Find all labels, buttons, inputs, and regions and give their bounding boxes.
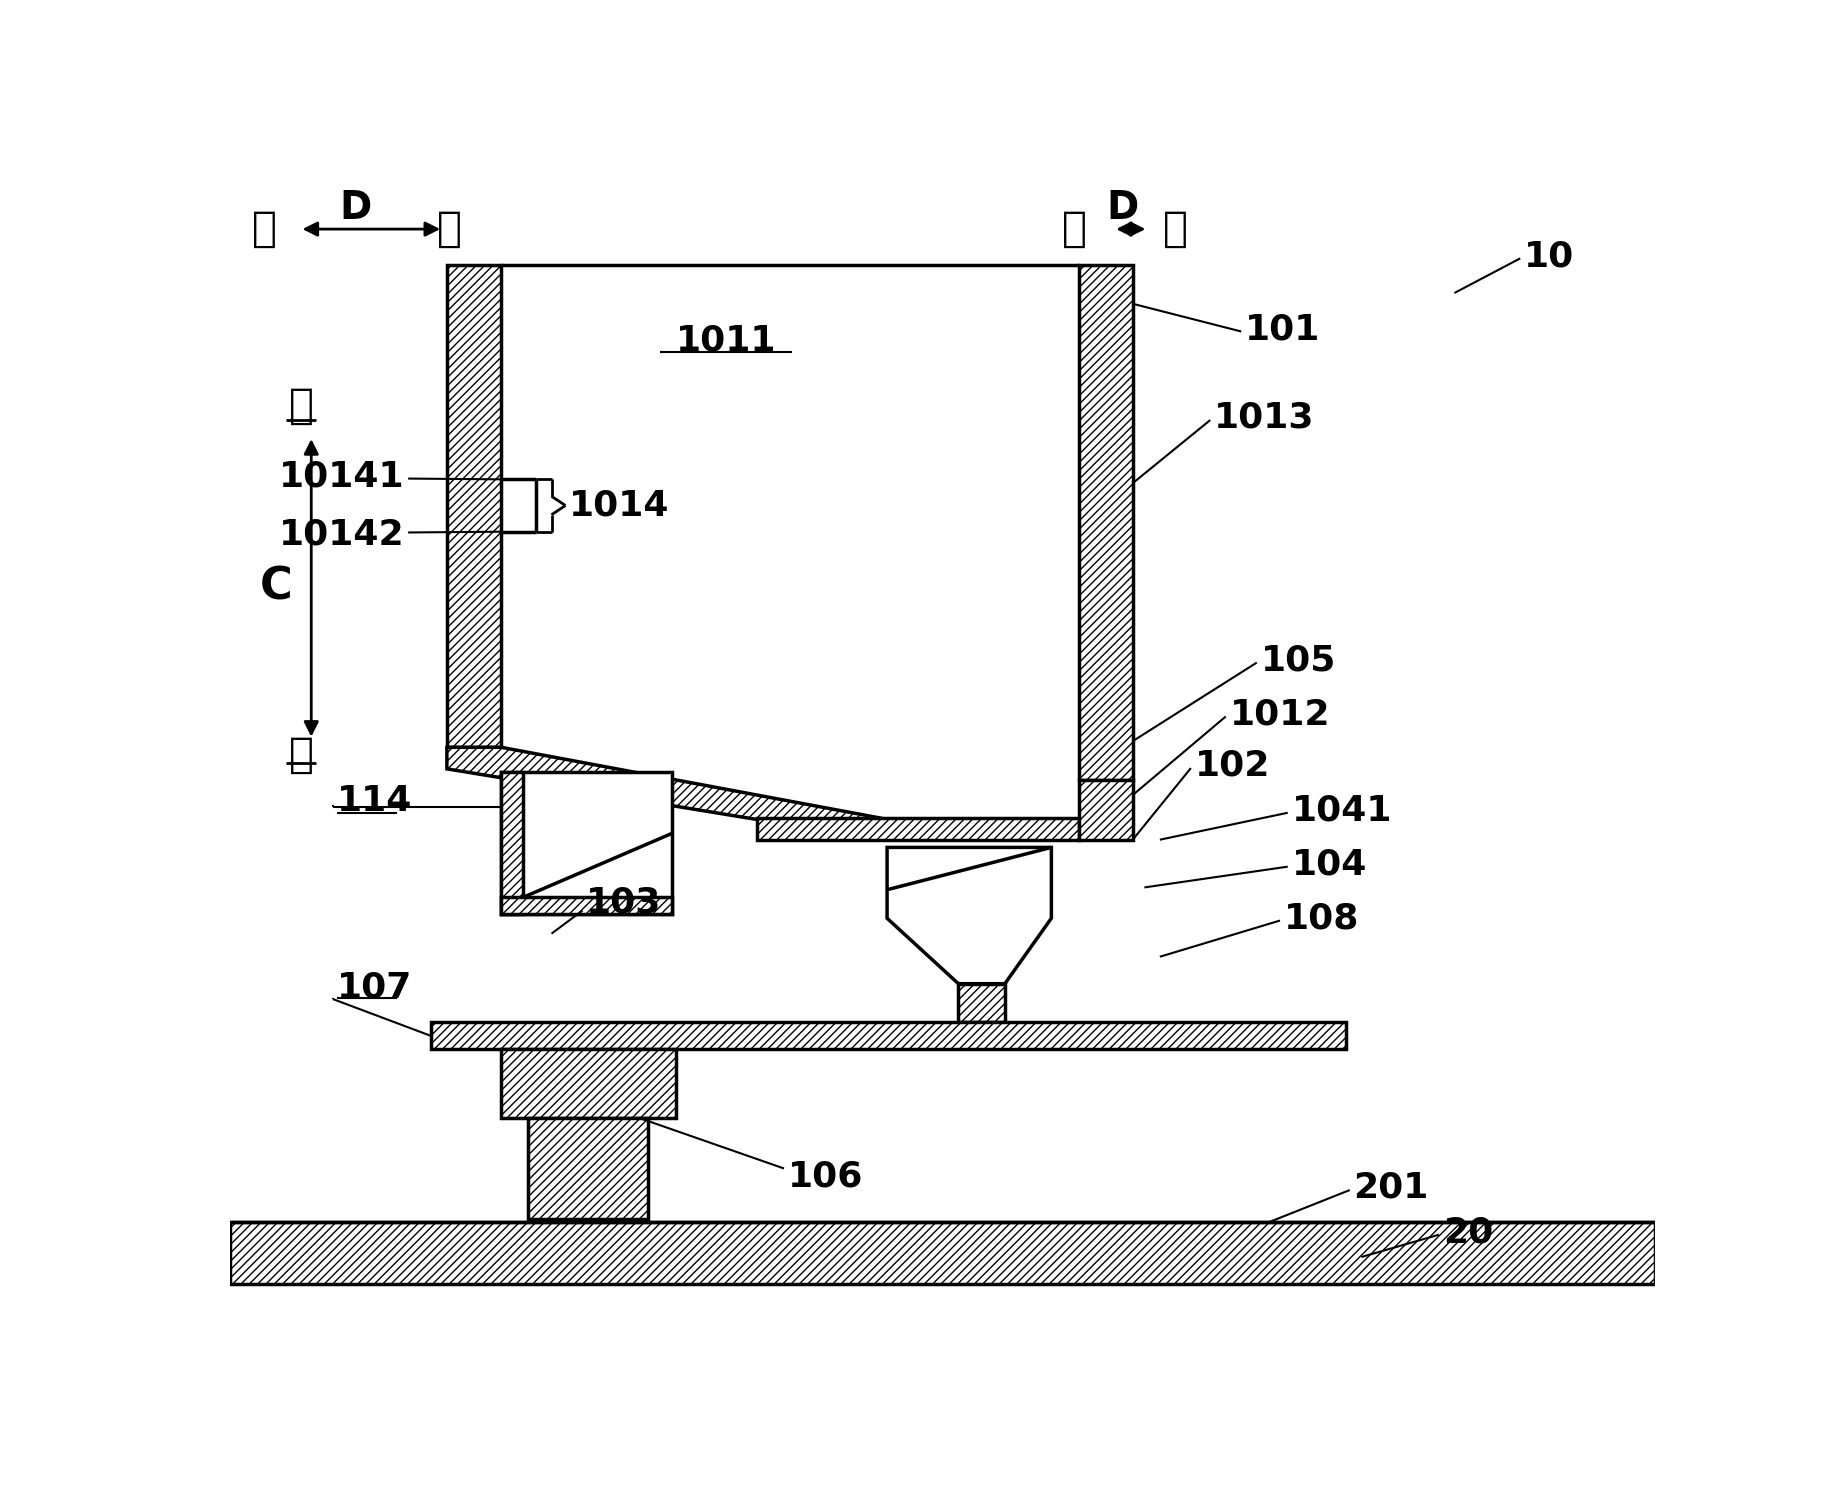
Text: 10142: 10142	[280, 518, 405, 552]
Text: 20: 20	[1444, 1216, 1493, 1249]
Bar	[958, 983, 1004, 1022]
Text: 114: 114	[337, 785, 412, 818]
Text: D: D	[1107, 188, 1138, 227]
Text: 105: 105	[1260, 643, 1335, 677]
Bar	[432, 1022, 1346, 1049]
Text: C: C	[259, 565, 292, 609]
Text: 103: 103	[587, 886, 662, 921]
Bar	[447, 266, 500, 747]
Polygon shape	[758, 818, 1078, 840]
Bar	[500, 1049, 675, 1119]
Text: 内: 内	[1063, 207, 1087, 251]
Text: 1014: 1014	[568, 488, 669, 522]
Text: 上: 上	[289, 385, 314, 427]
Text: 1012: 1012	[1230, 697, 1330, 731]
Polygon shape	[447, 747, 881, 840]
Text: 10: 10	[1525, 239, 1574, 273]
Polygon shape	[886, 847, 1052, 983]
Bar	[500, 898, 671, 915]
Bar	[528, 1119, 649, 1219]
Text: 1041: 1041	[1291, 794, 1392, 828]
Text: 1011: 1011	[675, 324, 776, 358]
Text: 104: 104	[1291, 847, 1366, 882]
Text: 201: 201	[1354, 1171, 1429, 1204]
Bar	[500, 771, 671, 915]
Text: 108: 108	[1284, 901, 1359, 935]
Text: D: D	[340, 188, 371, 227]
Text: 外: 外	[1162, 207, 1188, 251]
Text: 106: 106	[787, 1159, 862, 1194]
Text: 102: 102	[1195, 749, 1271, 783]
Text: 101: 101	[1245, 312, 1320, 346]
Text: 下: 下	[289, 734, 314, 776]
Text: 内: 内	[436, 207, 462, 251]
Text: 10141: 10141	[280, 460, 405, 494]
Bar	[500, 771, 522, 915]
Text: 107: 107	[337, 970, 412, 1004]
Bar	[1078, 266, 1133, 780]
Bar	[1078, 780, 1133, 840]
Bar	[230, 1222, 1655, 1285]
Text: 外: 外	[252, 207, 278, 251]
Text: 1013: 1013	[1214, 401, 1315, 434]
